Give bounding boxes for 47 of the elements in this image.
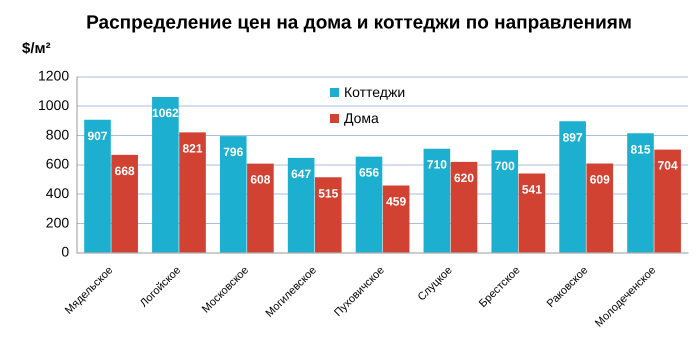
data-label: 647 <box>291 166 312 181</box>
y-tick-label: 600 <box>46 156 70 172</box>
y-tick-label: 0 <box>61 244 70 260</box>
bar <box>627 133 654 252</box>
bar <box>450 162 478 252</box>
data-label: 656 <box>358 166 380 180</box>
bar <box>518 173 546 252</box>
bar <box>654 150 681 252</box>
y-tick-label: 800 <box>46 126 70 142</box>
chart-title: Распределение цен на дома и коттеджи по направлениям <box>86 12 632 34</box>
bar <box>179 132 206 252</box>
data-label: 897 <box>562 130 583 144</box>
y-tick-label: 1000 <box>38 97 70 113</box>
data-label: 704 <box>658 158 678 173</box>
bar <box>314 177 342 252</box>
bar <box>356 156 382 252</box>
data-label: 700 <box>494 159 516 174</box>
legend-label: Дома <box>344 110 379 126</box>
data-label: 821 <box>182 141 203 156</box>
bar <box>247 164 274 252</box>
bar <box>491 150 518 252</box>
data-label: 668 <box>114 164 135 178</box>
data-label: 609 <box>590 172 610 187</box>
bar <box>220 136 247 252</box>
bar <box>424 148 450 252</box>
bar <box>84 120 111 252</box>
data-label: 515 <box>318 186 339 200</box>
data-label: 608 <box>250 172 271 187</box>
bar <box>111 154 138 252</box>
legend-label: Коттеджи <box>344 84 406 100</box>
data-label: 907 <box>87 128 108 143</box>
data-label: 710 <box>426 158 448 172</box>
bar <box>382 186 410 252</box>
data-label: 796 <box>223 145 244 160</box>
y-tick-label: 1200 <box>38 68 70 84</box>
bar <box>586 164 614 252</box>
data-label: 815 <box>630 142 651 156</box>
y-axis-title: $/м² <box>22 40 51 57</box>
data-label: 459 <box>386 194 406 209</box>
data-label: 620 <box>454 170 474 185</box>
y-tick-label: 400 <box>46 185 70 202</box>
bar <box>559 121 586 252</box>
data-label: 1062 <box>152 106 180 120</box>
bar <box>152 97 179 252</box>
y-tick-label: 200 <box>46 214 70 230</box>
data-label: 541 <box>522 182 542 196</box>
bar <box>288 158 314 252</box>
